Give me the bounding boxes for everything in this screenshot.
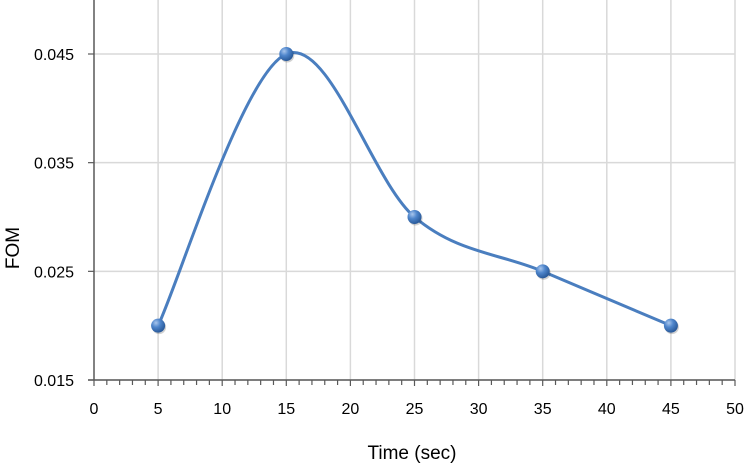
x-tick-label: 50 [726,401,744,418]
x-tick-label: 40 [598,401,616,418]
y-tick-labels: 0.015 0.025 0.035 0.045 [34,47,74,390]
x-tick-label: 20 [342,401,360,418]
axes [88,0,736,386]
y-tick-label: 0.015 [34,373,74,390]
x-tick-label: 5 [154,401,163,418]
y-tick-label: 0.035 [34,156,74,173]
x-tick-label: 35 [534,401,552,418]
data-point-marker [535,264,550,279]
data-markers [151,47,679,335]
data-point-marker [663,318,678,333]
data-line [156,50,672,328]
x-tick-label: 10 [213,401,231,418]
data-point-marker [151,318,166,333]
x-tick-label: 0 [90,401,99,418]
x-tick-label: 45 [662,401,680,418]
gridlines [94,0,736,381]
y-tick-label: 0.025 [34,264,74,281]
y-axis-title: FOM [3,227,24,269]
x-tick-label: 25 [406,401,424,418]
x-tick-label: 15 [277,401,295,418]
data-point-marker [407,210,422,224]
x-tick-labels: 0 5 10 15 20 25 30 35 40 45 50 [90,401,744,418]
data-point-marker [279,47,294,61]
x-tick-label: 30 [470,401,488,418]
x-axis-title: Time (sec) [367,443,456,464]
y-tick-label: 0.045 [34,47,74,64]
